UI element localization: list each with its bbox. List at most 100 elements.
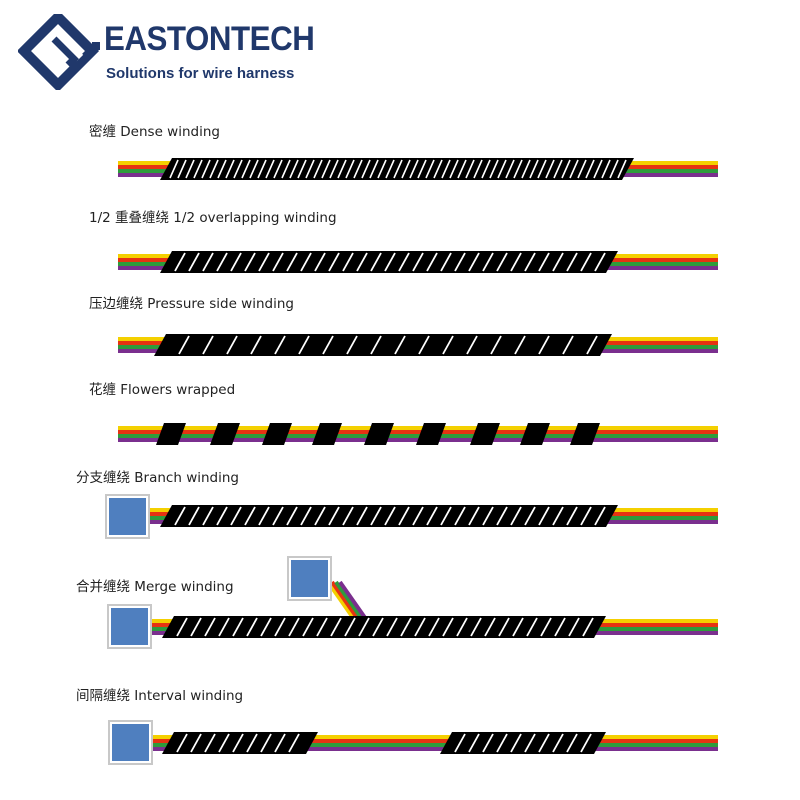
tape-wrap-line bbox=[356, 252, 368, 272]
tape-wrap-line bbox=[561, 159, 571, 179]
row-dense-winding bbox=[118, 158, 718, 180]
tape-wrap-line bbox=[386, 617, 398, 637]
tape-wrap-line bbox=[328, 252, 340, 272]
tape-wrap-line bbox=[468, 733, 480, 753]
tape-wrap-line bbox=[593, 159, 603, 179]
tape-wrap-line bbox=[457, 159, 467, 179]
row-overlapping-winding bbox=[118, 251, 718, 273]
wire-strand bbox=[148, 743, 718, 747]
tape-wrap-line bbox=[233, 159, 243, 179]
tape-wrap-line bbox=[428, 617, 440, 637]
tape-wrap-line bbox=[314, 506, 326, 526]
tape-wrap-line bbox=[521, 159, 531, 179]
tape-wrap-line bbox=[538, 252, 550, 272]
connector-block bbox=[109, 498, 146, 535]
tape-wrap-line bbox=[529, 159, 539, 179]
tape-wrap-line bbox=[454, 506, 466, 526]
tape-wrap-line bbox=[328, 506, 340, 526]
tape-wrap-line bbox=[330, 617, 342, 637]
tape-wrap-line bbox=[426, 506, 438, 526]
tape-wrap-line bbox=[497, 159, 507, 179]
tape-wrap-line bbox=[505, 159, 515, 179]
tape-wrap-line bbox=[300, 506, 312, 526]
tape-wrap-line bbox=[356, 506, 368, 526]
tape-wrap-line bbox=[414, 617, 426, 637]
tape-wrap-line bbox=[566, 506, 578, 526]
tape-patch bbox=[570, 423, 600, 445]
tape-wrap-line bbox=[442, 617, 454, 637]
tape-patch bbox=[416, 423, 446, 445]
tape-wrap-line bbox=[246, 617, 258, 637]
tape-wrap-line bbox=[300, 252, 312, 272]
tape-wrap-line bbox=[601, 159, 611, 179]
tape-wrap-line bbox=[482, 252, 494, 272]
tape-wrap-line bbox=[552, 733, 564, 753]
branch-wire-strand bbox=[330, 580, 362, 624]
tape-wrap-line bbox=[401, 159, 411, 179]
tape-wrap-line bbox=[442, 335, 454, 355]
tape-wrap-line bbox=[216, 506, 228, 526]
tape-wrap-line bbox=[258, 252, 270, 272]
tape-wrap-line bbox=[580, 506, 592, 526]
tape-wrap-line bbox=[370, 506, 382, 526]
tape-wrap-line bbox=[178, 335, 190, 355]
tape-wrap-line bbox=[580, 733, 592, 753]
tape-wrap-line bbox=[342, 252, 354, 272]
tape-wrap-line bbox=[260, 617, 272, 637]
tape-wrap-line bbox=[188, 506, 200, 526]
tape-wrap-line bbox=[377, 159, 387, 179]
tape-wrap-line bbox=[202, 252, 214, 272]
tape-wrap-line bbox=[412, 252, 424, 272]
tape-wrap-line bbox=[226, 335, 238, 355]
tape-wrap-line bbox=[372, 617, 384, 637]
tape-patch bbox=[470, 423, 500, 445]
tape-wrap-line bbox=[466, 335, 478, 355]
tape-wrap-line bbox=[496, 506, 508, 526]
tape-wrap-line bbox=[569, 159, 579, 179]
tape-wrap-line bbox=[481, 159, 491, 179]
tape-wrap-line bbox=[470, 617, 482, 637]
tape-wrap-line bbox=[250, 335, 262, 355]
tape-wrap-line bbox=[456, 617, 468, 637]
label-flowers-wrapped: 花缠 Flowers wrapped bbox=[89, 382, 236, 398]
label-branch-winding: 分支缠绕 Branch winding bbox=[76, 470, 239, 486]
tape-wrap-line bbox=[274, 335, 286, 355]
tape-wrap-line bbox=[440, 506, 452, 526]
tape-wrap-line bbox=[562, 335, 574, 355]
tape-sleeve bbox=[154, 334, 612, 356]
tape-wrap-line bbox=[566, 252, 578, 272]
tape-wrap-line bbox=[174, 252, 186, 272]
tape-wrap-line bbox=[298, 335, 310, 355]
logo-icon bbox=[18, 14, 100, 90]
tape-sleeve bbox=[440, 732, 606, 754]
tape-wrap-line bbox=[249, 159, 259, 179]
tape-wrap-line bbox=[473, 159, 483, 179]
branch-wire-strand bbox=[326, 580, 358, 624]
tape-wrap-line bbox=[489, 159, 499, 179]
tape-wrap-line bbox=[369, 159, 379, 179]
tape-wrap-line bbox=[398, 252, 410, 272]
branch-wire-strand bbox=[334, 580, 366, 624]
tape-wrap-line bbox=[288, 733, 300, 753]
tape-wrap-line bbox=[289, 159, 299, 179]
tape-wrap-line bbox=[257, 159, 267, 179]
tape-wrap-line bbox=[216, 252, 228, 272]
tape-wrap-line bbox=[313, 159, 323, 179]
label-pressure-side-winding: 压边缠绕 Pressure side winding bbox=[89, 296, 294, 312]
tape-wrap-line bbox=[585, 159, 595, 179]
tape-wrap-line bbox=[190, 733, 202, 753]
tape-wrap-line bbox=[225, 159, 235, 179]
tape-wrap-line bbox=[288, 617, 300, 637]
tape-wrap-line bbox=[577, 159, 587, 179]
tape-wrap-line bbox=[344, 617, 356, 637]
tape-wrap-line bbox=[566, 733, 578, 753]
tape-wrap-line bbox=[524, 733, 536, 753]
tape-patch bbox=[312, 423, 342, 445]
tape-wrap-line bbox=[169, 159, 179, 179]
tape-wrap-line bbox=[305, 159, 315, 179]
tape-wrap-line bbox=[316, 617, 328, 637]
tape-wrap-line bbox=[538, 335, 550, 355]
tape-wrap-line bbox=[594, 252, 606, 272]
tape-wrap-line bbox=[426, 252, 438, 272]
tape-patch bbox=[210, 423, 240, 445]
